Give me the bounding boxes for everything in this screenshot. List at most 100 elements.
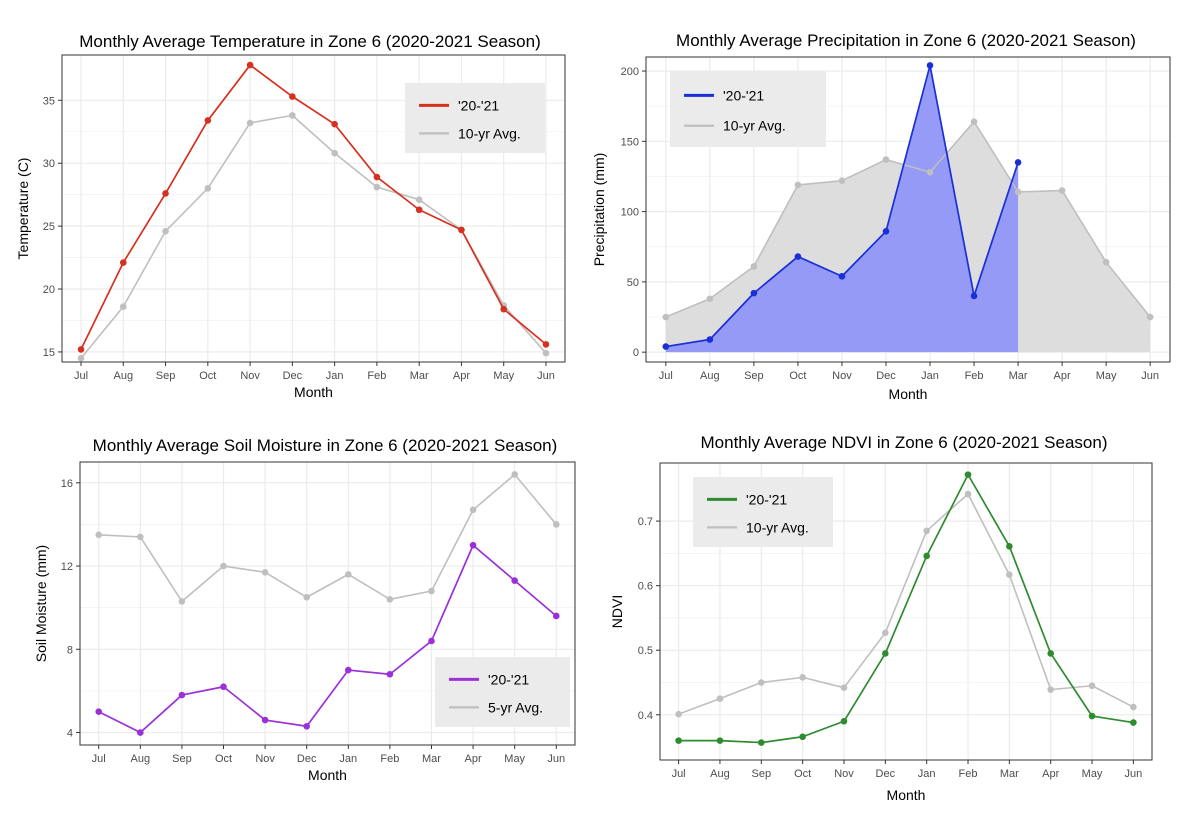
data-point-current: [428, 637, 435, 645]
data-point-avg: [970, 118, 978, 125]
data-point-current: [970, 292, 978, 300]
data-point-current: [77, 346, 85, 353]
legend: '20-'21 10-yr Avg.: [405, 83, 545, 153]
legend-label: 10-yr Avg.: [723, 118, 786, 134]
data-point-current: [246, 61, 254, 69]
x-tick-label: Mar: [422, 753, 441, 765]
x-tick-label: Feb: [965, 370, 984, 382]
data-point-current: [882, 227, 890, 235]
y-tick-label: 20: [43, 284, 55, 296]
x-tick-label: Jun: [547, 753, 565, 765]
data-point-current: [750, 289, 758, 297]
data-point-current: [344, 666, 352, 674]
legend: '20-'21 5-yr Avg.: [435, 657, 570, 727]
data-point-current: [542, 341, 550, 348]
data-point-avg: [750, 263, 758, 270]
x-tick-label: Apr: [1054, 370, 1071, 382]
x-tick-label: Aug: [131, 753, 151, 765]
x-tick-label: Feb: [959, 768, 978, 780]
x-tick-label: Mar: [1009, 370, 1028, 382]
plot-border: [659, 462, 1153, 761]
data-point-current: [1088, 712, 1096, 720]
data-point-current: [204, 117, 212, 124]
data-point-current: [923, 552, 930, 560]
x-tick-label: Jun: [1141, 370, 1159, 382]
legend-label: '20-'21: [746, 491, 787, 507]
data-point-current: [706, 336, 714, 343]
y-tick-label: 8: [67, 644, 73, 656]
data-point-avg: [1088, 682, 1096, 690]
data-point-current: [794, 253, 802, 260]
data-point-current: [1047, 650, 1055, 657]
data-point-avg: [923, 527, 930, 535]
data-point-avg: [261, 568, 269, 576]
legend: '20-'21 10-yr Avg.: [693, 477, 833, 547]
data-point-current: [386, 670, 394, 678]
chart-panel-3: 4 8 12 16 Jul Aug Sep Oct Nov Dec Jan Feb Mar Apr May J…: [33, 436, 576, 783]
x-tick-label: Oct: [794, 768, 811, 780]
x-tick-label: May: [504, 753, 525, 765]
data-point-avg: [1014, 188, 1022, 196]
data-point-current: [119, 259, 127, 266]
legend: '20-'21 10-yr Avg.: [670, 71, 826, 147]
data-point-avg: [289, 112, 296, 119]
data-point-current: [882, 650, 889, 657]
data-point-avg: [178, 598, 186, 605]
data-point-avg: [469, 506, 477, 514]
y-tick-label: 0.7: [638, 516, 653, 528]
legend-label: '20-'21: [458, 97, 499, 113]
x-tick-label: Sep: [744, 370, 764, 382]
data-point-avg: [1130, 703, 1137, 711]
y-tick-label: 100: [621, 207, 639, 219]
x-tick-label: Jan: [918, 768, 936, 780]
x-tick-label: Jul: [92, 753, 106, 765]
y-tick-label: 150: [621, 136, 639, 148]
x-tick-label: Apr: [453, 370, 470, 382]
data-point-avg: [373, 183, 381, 191]
x-tick-label: May: [493, 370, 514, 382]
y-tick-label: 35: [43, 95, 55, 107]
legend-label: '20-'21: [488, 671, 529, 687]
data-point-avg: [552, 521, 560, 528]
y-tick-label: 0.6: [638, 581, 653, 593]
x-tick-label: Aug: [710, 768, 730, 780]
data-point-current: [137, 729, 144, 736]
data-point-current: [1130, 719, 1137, 726]
area-fill-current: [665, 65, 1019, 353]
plot-border: [645, 56, 1171, 363]
data-point-avg: [662, 313, 670, 321]
y-tick-label: 50: [627, 277, 639, 289]
data-point-current: [675, 737, 682, 744]
chart-panel-2: 0 50 100 150 200 Jul Aug Sep Oct Nov Dec Jan Feb Mar A…: [591, 31, 1171, 402]
data-point-avg: [386, 596, 394, 603]
data-point-current: [1006, 542, 1013, 550]
data-point-avg: [882, 156, 890, 163]
data-point-avg: [119, 303, 127, 310]
data-point-current: [220, 683, 227, 691]
data-point-avg: [220, 562, 227, 570]
data-point-avg: [77, 354, 85, 362]
x-tick-label: Dec: [283, 370, 303, 382]
x-tick-label: Jun: [537, 370, 555, 382]
x-tick-label: Sep: [752, 768, 772, 780]
x-tick-label: Feb: [367, 370, 386, 382]
x-tick-label: Jul: [659, 370, 673, 382]
data-point-avg: [511, 471, 518, 478]
data-point-avg: [1047, 686, 1055, 693]
data-point-avg: [838, 177, 846, 184]
data-point-current: [926, 62, 934, 69]
x-tick-label: Oct: [199, 370, 216, 382]
data-point-avg: [716, 695, 724, 702]
data-point-current: [289, 93, 296, 100]
data-point-avg: [137, 533, 144, 541]
data-point-current: [757, 739, 765, 746]
y-tick-label: 25: [43, 221, 55, 233]
y-axis-label: Precipitation (mm): [591, 153, 607, 267]
y-tick-label: 16: [61, 478, 73, 490]
data-point-avg: [964, 490, 972, 498]
x-tick-label: Sep: [172, 753, 192, 765]
data-point-avg: [415, 196, 423, 203]
legend-background: [670, 71, 826, 147]
data-point-current: [838, 272, 846, 280]
